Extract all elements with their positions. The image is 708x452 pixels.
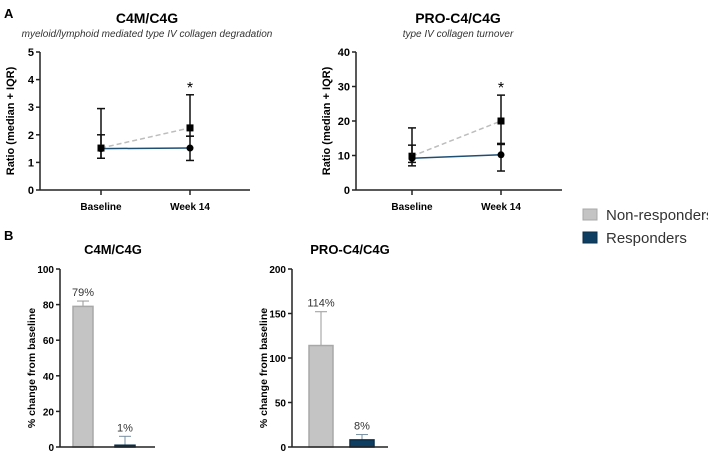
y-tick-label: 5 — [28, 47, 34, 59]
y-tick-label: 0 — [344, 185, 350, 197]
y-tick-label: 20 — [43, 407, 55, 418]
bar-responders — [349, 439, 375, 448]
data-label: 1% — [117, 422, 133, 434]
x-tick-label: Baseline — [80, 202, 122, 213]
y-tick-label: 200 — [269, 265, 286, 276]
y-tick-label: 50 — [275, 399, 287, 410]
y-tick-label: 10 — [338, 151, 350, 163]
y-tick-label: 0 — [280, 443, 286, 452]
chart-title: C4M/C4G — [116, 10, 178, 26]
y-tick-label: 80 — [43, 301, 55, 312]
y-tick-label: 100 — [37, 265, 54, 276]
y-tick-label: 2 — [28, 130, 34, 142]
bar-non-responders — [72, 305, 94, 448]
y-tick-label: 30 — [338, 82, 350, 94]
chart-subtitle: type IV collagen turnover — [403, 29, 514, 40]
y-tick-label: 4 — [28, 75, 35, 87]
bar-non-responders — [308, 344, 334, 448]
significance-asterisk: * — [187, 80, 193, 97]
data-label: 79% — [72, 287, 94, 299]
series-line-responders — [411, 154, 502, 160]
y-axis-label: % change from baseline — [258, 308, 270, 428]
y-tick-label: 1 — [28, 157, 34, 169]
data-point-circle — [97, 145, 105, 153]
y-tick-label: 0 — [48, 443, 54, 452]
series-line-non-responders — [100, 127, 191, 149]
chart-subtitle: myeloid/lymphoid mediated type IV collag… — [22, 29, 273, 40]
data-label: 114% — [307, 298, 335, 310]
y-axis-label: Ratio (median + IQR) — [321, 66, 333, 175]
y-tick-label: 40 — [43, 372, 55, 383]
x-tick-label: Baseline — [391, 202, 433, 213]
data-point-circle — [186, 144, 194, 152]
data-point-square — [186, 124, 194, 132]
y-tick-label: 20 — [338, 116, 350, 128]
legend-swatch-0 — [582, 208, 598, 221]
y-tick-label: 3 — [28, 102, 34, 114]
panel-label-b: B — [4, 228, 13, 243]
data-point-circle — [408, 154, 416, 162]
chart-title: PRO-C4/C4G — [310, 242, 389, 257]
y-tick-label: 60 — [43, 336, 55, 347]
significance-asterisk: * — [498, 80, 504, 97]
series-line-non-responders — [411, 120, 502, 157]
y-tick-label: 100 — [269, 354, 286, 365]
panel-label-a: A — [4, 6, 14, 21]
data-point-circle — [497, 151, 505, 159]
data-point-square — [497, 117, 505, 125]
legend-swatch-1 — [582, 231, 598, 244]
y-tick-label: 0 — [28, 185, 34, 197]
series-line-responders — [100, 147, 191, 150]
x-tick-label: Week 14 — [481, 202, 521, 213]
chart-title: C4M/C4G — [84, 242, 142, 257]
chart-title: PRO-C4/C4G — [415, 10, 501, 26]
y-axis-label: % change from baseline — [26, 308, 38, 428]
legend-label-0: Non-responders — [606, 207, 708, 224]
data-label: 8% — [354, 421, 370, 433]
y-tick-label: 150 — [269, 310, 286, 321]
x-tick-label: Week 14 — [170, 202, 210, 213]
y-tick-label: 40 — [338, 47, 350, 59]
legend-label-1: Responders — [606, 230, 687, 247]
y-axis-label: Ratio (median + IQR) — [5, 66, 17, 175]
